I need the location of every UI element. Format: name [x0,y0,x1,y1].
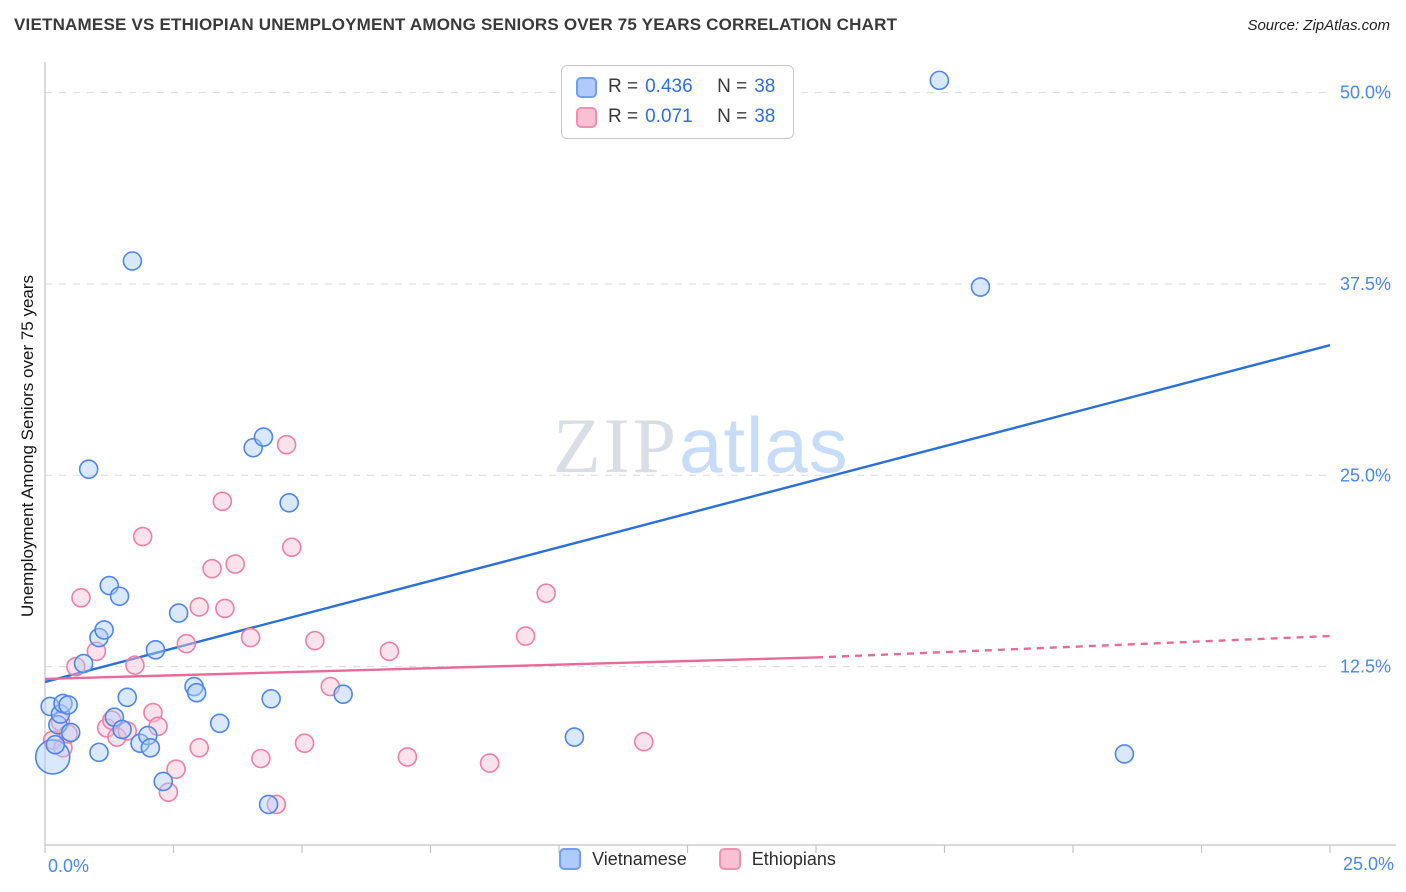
vietnamese-point [60,722,81,743]
page-title: VIETNAMESE VS ETHIOPIAN UNEMPLOYMENT AMO… [14,15,898,34]
ethiopians-point [125,655,145,675]
vietnamese-legend-swatch [559,848,582,870]
gridlines: 12.5% 25.0% 37.5% 50.0% [45,83,1391,677]
ethiopians-point [281,537,302,558]
vietnamese-point [138,725,158,746]
ethiopians-legend-label: Ethiopians [751,848,836,869]
x-tick-label-max: 25.0% [1343,854,1394,874]
vietnamese-point [261,688,281,709]
r-value: 0.071 [645,106,693,127]
x-tick-label-min: 0.0% [48,856,89,876]
ethiopians-trend-line-projection [815,634,1331,659]
ethiopians-point [305,630,325,651]
vietnamese-point [130,733,150,753]
vietnamese-point [94,620,114,640]
ethiopians-point [212,491,233,512]
y-tick-label: 12.5% [1340,657,1391,677]
vietnamese-point [168,603,189,623]
ethiopians-point [158,782,179,802]
vietnamese-point [109,586,130,607]
ethiopians-point [176,633,197,654]
y-tick-label: 50.0% [1340,83,1391,103]
vietnamese-point [117,687,138,708]
ethiopians-point [379,641,400,662]
r-value: 0.436 [645,76,693,97]
vietnamese-legend-label: Vietnamese [592,848,687,869]
ethiopians-point [71,587,91,608]
ethiopians-point [189,597,209,617]
ethiopians-swatch [576,106,597,128]
legend-row-ethiopians: R = 0.071 N = 38 [576,106,775,128]
vietnamese-point [58,695,78,715]
watermark-zip: ZIP [553,402,679,489]
ethiopians-point [266,794,287,815]
ethiopians-legend-swatch [718,848,741,870]
ethiopians-points [42,434,654,815]
vietnamese-point [970,277,991,297]
vietnamese-point [78,459,99,479]
correlation-legend: R = 0.436 N = 38 R = 0.071 N = 38 [561,65,795,139]
legend-row-vietnamese: R = 0.436 N = 38 [576,76,775,98]
vietnamese-point [73,653,94,674]
r-label: R = [608,106,639,127]
ethiopians-point [166,759,186,780]
axes: 0.0% 25.0% [44,62,1396,876]
ethiopians-point [202,558,222,579]
ethiopians-point [215,598,235,619]
ethiopians-point [634,731,654,752]
vietnamese-point [112,719,132,740]
ethiopians-point [251,748,271,769]
vietnamese-point [279,493,299,513]
vietnamese-point [253,427,274,447]
n-label: N = [717,76,748,97]
vietnamese-point [140,737,161,758]
y-tick-label: 25.0% [1340,465,1391,485]
vietnamese-point [89,742,109,763]
watermark-atlas: atlas [679,401,849,489]
y-tick-label: 37.5% [1340,274,1391,294]
ethiopians-point [294,733,315,753]
vietnamese-point [122,251,143,271]
vietnamese-point [45,734,66,755]
r-label: R = [608,76,639,97]
n-value: 38 [754,76,776,97]
vietnamese-point [564,727,585,747]
vietnamese-point [186,682,207,703]
watermark: ZIPatlas [553,406,849,485]
ethiopians-point [515,626,536,646]
ethiopians-trend-line [44,656,817,681]
vietnamese-point [1114,744,1135,764]
ethiopians-point [536,583,556,603]
ethiopians-point [479,753,500,773]
ethiopians-point [276,434,297,455]
y-axis-title: Unemployment Among Seniors over 75 years [18,274,37,618]
source-label: Source: ZipAtlas.com [1247,16,1390,34]
ethiopians-point [240,627,261,648]
chart-header: VIETNAMESE VS ETHIOPIAN UNEMPLOYMENT AMO… [0,0,1406,50]
vietnamese-swatch [576,76,597,98]
vietnamese-point [209,713,230,734]
vietnamese-point [34,739,71,775]
vietnamese-point [929,70,950,91]
vietnamese-point [258,794,279,815]
vietnamese-points [34,70,1135,815]
n-label: N = [717,106,748,127]
vietnamese-point [145,640,166,660]
n-value: 38 [754,106,776,127]
ethiopians-point [225,554,245,574]
series-legend: Vietnamese Ethiopians [559,848,836,870]
vietnamese-trend-line [44,344,1331,684]
vietnamese-point [153,771,174,792]
ethiopians-point [132,526,153,547]
ethiopians-point [397,747,418,767]
vietnamese-point [333,684,353,705]
ethiopians-point [189,737,209,758]
